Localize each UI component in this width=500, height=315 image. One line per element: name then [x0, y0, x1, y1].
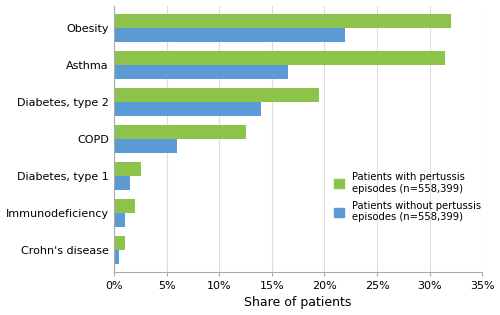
Bar: [114, 125, 246, 139]
Bar: [114, 14, 450, 28]
Bar: [114, 236, 124, 250]
Bar: [114, 88, 319, 102]
Bar: [114, 162, 140, 176]
X-axis label: Share of patients: Share of patients: [244, 296, 352, 309]
Bar: [114, 199, 136, 213]
Bar: [114, 28, 346, 42]
Legend: Patients with pertussis
episodes (n=558,399), Patients without pertussis
episode: Patients with pertussis episodes (n=558,…: [334, 172, 481, 222]
Bar: [114, 51, 446, 65]
Bar: [114, 102, 262, 116]
Bar: [114, 176, 130, 190]
Bar: [114, 250, 119, 264]
Bar: [114, 213, 124, 227]
Bar: [114, 65, 288, 79]
Bar: [114, 139, 178, 153]
